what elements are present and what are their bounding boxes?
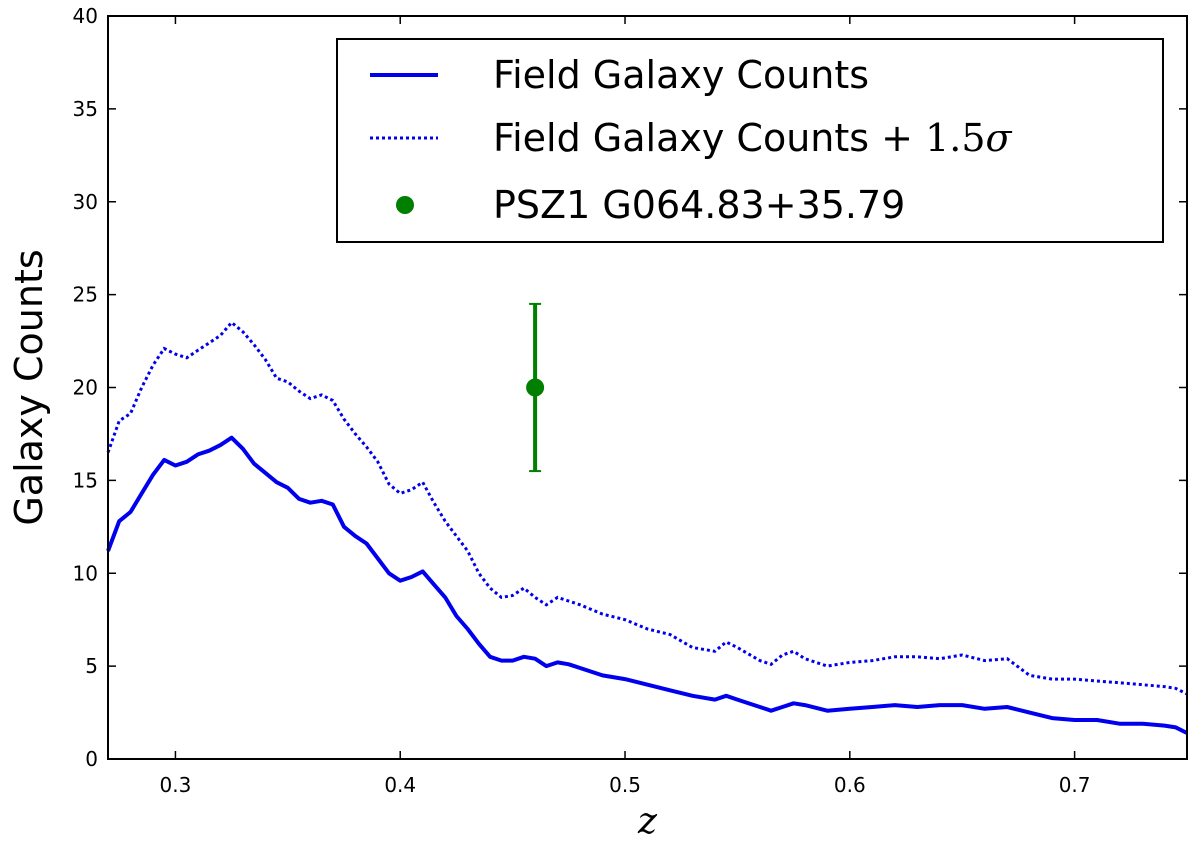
legend-label-field-galaxy-counts-sigma: Field Galaxy Counts + 1.5σ: [493, 116, 1013, 160]
y-tick-label: 30: [73, 190, 98, 214]
x-tick-label: 0.3: [160, 773, 192, 797]
x-tick-label: 0.7: [1059, 773, 1091, 797]
legend-label-sigma: σ: [986, 116, 1013, 160]
y-tick-label: 0: [85, 747, 98, 771]
x-axis: 0.3 0.4 0.5 0.6 0.7: [160, 16, 1091, 797]
series-line-field-galaxy-counts-1-5-sigma: [106, 320, 1188, 696]
y-tick-label: 20: [73, 376, 98, 400]
series-line-field-galaxy-counts: [106, 435, 1188, 735]
legend-label-field-galaxy-counts: Field Galaxy Counts: [493, 53, 869, 97]
data-point: [526, 378, 545, 397]
legend-label-math: 1.5: [925, 116, 985, 160]
y-tick-label: 35: [73, 97, 98, 121]
y-axis-label: Galaxy Counts: [7, 249, 51, 525]
legend-swatch-point: [396, 196, 414, 214]
y-axis: 0 5 10 15 20 25 30 35 40: [73, 4, 1187, 771]
y-tick-label: 40: [73, 4, 98, 28]
legend: Field Galaxy Counts Field Galaxy Counts …: [336, 38, 1164, 243]
x-axis-label: z: [637, 801, 658, 842]
data-point-psz1: [526, 302, 545, 473]
legend-label-text: Field Galaxy Counts +: [493, 116, 925, 160]
y-tick-label: 25: [73, 283, 98, 307]
y-tick-label: 15: [73, 468, 98, 492]
x-tick-label: 0.6: [834, 773, 866, 797]
x-tick-label: 0.4: [384, 773, 416, 797]
y-tick-label: 10: [73, 561, 98, 585]
x-tick-label: 0.5: [609, 773, 641, 797]
legend-box: [336, 38, 1164, 243]
legend-label-psz1: PSZ1 G064.83+35.79: [493, 183, 905, 227]
y-tick-label: 5: [85, 654, 98, 678]
